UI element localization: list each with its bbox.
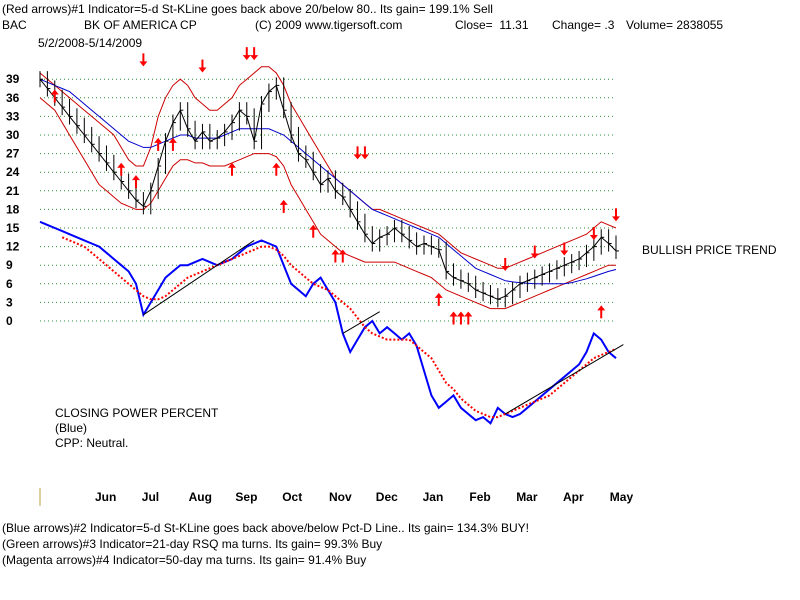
trendline	[504, 344, 624, 415]
footer-line-magenta: (Magenta arrows)#4 Indicator=50-day ma t…	[2, 553, 367, 567]
down-arrow-head	[612, 216, 620, 222]
copyright-text: (C) 2009 www.tigersoft.com	[255, 18, 403, 32]
x-tick-label: Oct	[282, 490, 302, 504]
x-tick-label: Aug	[189, 490, 212, 504]
y-tick-label: 3	[6, 295, 13, 309]
cpp-color-label: (Blue)	[55, 421, 88, 435]
footer-line-green: (Green arrows)#3 Indicator=21-day RSQ ma…	[2, 537, 383, 551]
upper-band-line	[39, 66, 617, 269]
up-arrow-head	[331, 249, 340, 255]
cpp-title: CLOSING POWER PERCENT	[55, 406, 219, 420]
x-tick-label: Jul	[142, 490, 159, 504]
y-tick-label: 12	[6, 240, 20, 254]
grid-lines	[40, 78, 616, 322]
bollinger-bands	[39, 66, 617, 310]
down-arrow-head	[501, 265, 510, 271]
x-tick-label: Nov	[329, 490, 352, 504]
down-arrow-head	[250, 55, 259, 61]
closing-power-line	[39, 220, 617, 425]
up-arrow-head	[50, 89, 59, 95]
down-arrow-head	[198, 67, 207, 73]
down-arrow-head	[360, 154, 369, 160]
ticker-symbol: BAC	[2, 18, 27, 32]
up-arrow-head	[279, 199, 288, 205]
up-arrow-head	[434, 292, 443, 298]
change-value: Change= .3	[552, 18, 615, 32]
down-arrow-head	[139, 61, 148, 67]
y-tick-label: 15	[6, 221, 20, 235]
up-arrow-head	[309, 224, 318, 230]
up-arrow-head	[154, 137, 163, 143]
y-tick-label: 21	[6, 184, 20, 198]
cpp-ma-line	[61, 236, 617, 419]
y-tick-label: 6	[6, 277, 13, 291]
trend-lines	[143, 239, 624, 415]
y-tick-label: 9	[6, 258, 13, 272]
cpp-line	[39, 220, 617, 425]
down-arrow-head	[530, 253, 539, 259]
price-bars	[39, 71, 619, 308]
y-tick-label: 27	[6, 147, 20, 161]
up-arrow-head	[228, 162, 236, 168]
x-tick-label: Mar	[516, 490, 538, 504]
y-tick-label: 30	[6, 128, 20, 142]
company-name: BK OF AMERICA CP	[84, 18, 197, 32]
y-tick-label: 36	[6, 91, 20, 105]
up-arrow-head	[449, 311, 458, 317]
x-tick-label: Sep	[235, 490, 257, 504]
lower-band-line	[39, 97, 616, 310]
y-tick-label: 33	[6, 109, 20, 123]
footer-line-blue: (Blue arrows)#2 Indicator=5-d St-KLine g…	[2, 521, 529, 535]
trend-label: BULLISH PRICE TREND	[642, 243, 777, 257]
up-arrow-head	[117, 162, 126, 168]
up-arrow-head	[338, 249, 347, 255]
y-tick-label: 24	[6, 165, 20, 179]
down-arrow-head	[242, 55, 251, 61]
cpp-status: CPP: Neutral.	[55, 436, 129, 450]
x-tick-label: May	[610, 490, 634, 504]
x-tick-label: Jan	[423, 490, 444, 504]
x-tick-label: Apr	[563, 490, 584, 504]
x-tick-label: Jun	[95, 490, 116, 504]
x-axis-month-labels: Jun Jul Aug Sep Oct Nov Dec Jan Feb Mar Apr May	[95, 490, 633, 504]
up-arrow-head	[272, 162, 281, 168]
up-arrow-head	[464, 311, 473, 317]
up-arrow-head	[168, 137, 177, 143]
header-line: (Red arrows)#1 Indicator=5-d St-KLine go…	[2, 2, 493, 16]
close-value: Close= 11.31	[455, 18, 529, 32]
volume-value: Volume= 2838055	[626, 18, 724, 32]
up-arrow-head	[456, 311, 465, 317]
down-arrow-head	[353, 154, 362, 160]
trendline	[143, 239, 255, 316]
y-tick-label: 0	[6, 314, 13, 328]
y-tick-label: 18	[6, 202, 20, 216]
trendline	[342, 311, 380, 334]
up-arrow-head	[597, 305, 606, 311]
date-range: 5/2/2008-5/14/2009	[38, 36, 143, 50]
up-arrow-head	[132, 175, 140, 181]
signal-arrows	[50, 47, 620, 325]
down-arrow-head	[560, 250, 569, 256]
x-tick-label: Feb	[469, 490, 490, 504]
down-arrow-head	[589, 234, 598, 240]
price-line	[39, 78, 617, 300]
x-tick-label: Dec	[376, 490, 398, 504]
y-tick-label: 39	[6, 72, 20, 86]
